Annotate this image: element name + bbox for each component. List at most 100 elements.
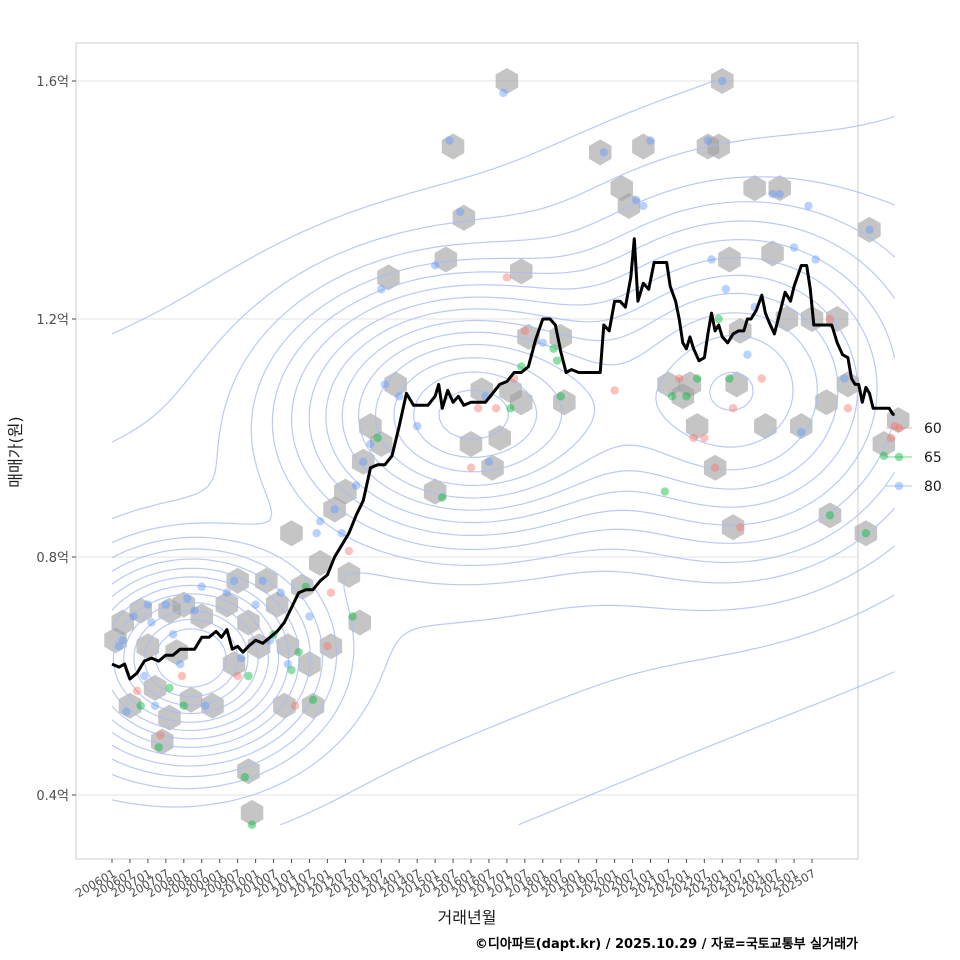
data-point-80 [484,457,494,466]
hexbin [237,758,260,785]
data-point-65 [667,392,677,401]
data-point-65 [549,344,558,353]
data-point-60 [675,374,684,383]
data-point-65 [517,362,526,371]
hexbin [118,692,142,719]
caption: ©디아파트(dapt.kr) / 2025.10.29 / 자료=국토교통부 실… [475,936,858,952]
plot-panel [75,42,910,860]
data-point-80 [197,582,206,591]
hexbin [768,175,791,202]
data-point-60 [710,463,720,472]
data-point-80 [395,392,404,401]
hexbin [370,431,393,457]
data-point-80 [797,427,806,437]
hexbin [678,371,702,398]
hexbin [488,425,511,451]
data-point-80 [190,606,199,615]
hexbin [754,413,777,440]
data-point-80 [631,195,641,205]
data-point-65 [725,374,734,383]
data-point-80 [430,261,440,270]
data-point-60 [466,463,476,472]
data-point-80 [789,243,799,252]
data-point-80 [366,439,375,449]
data-point-60 [290,701,300,710]
data-point-80 [377,285,386,294]
data-point-60 [520,326,530,336]
data-point-80 [229,576,239,585]
data-point-65 [682,392,691,401]
data-point-80 [168,630,178,639]
hexbin [510,258,533,285]
hexbin [481,454,504,481]
hexbin [459,431,483,457]
data-point-60 [344,546,354,556]
data-point-65 [660,487,670,496]
data-point-65 [438,493,447,502]
data-point-80 [639,201,648,211]
data-point-80 [707,255,716,264]
hexbin [237,609,260,636]
data-point-80 [359,457,368,466]
data-point-60 [156,731,165,740]
legend-key-dot [894,481,904,491]
data-point-60 [886,433,896,443]
data-point-65 [552,356,562,365]
hexbin [222,651,246,678]
data-point-80 [122,707,131,716]
data-point-80 [330,505,339,514]
data-point-80 [337,529,346,538]
data-point-60 [890,421,899,431]
hexbin [790,413,813,440]
data-point-65 [556,392,565,401]
data-point-80 [743,350,752,359]
density-contour [111,176,895,808]
hexbin [441,133,465,160]
data-point-80 [251,600,260,609]
data-point-80 [718,76,727,86]
hexbin [240,799,264,826]
hexbin [143,674,167,701]
hexbin [215,591,239,618]
hexbin [434,246,458,273]
data-point-60 [843,404,853,413]
data-point-80 [183,594,192,603]
data-point-80 [114,642,124,651]
data-point-65 [879,451,889,461]
data-point-80 [312,529,321,538]
density-contour [112,334,794,723]
data-point-80 [222,588,232,597]
y-axis-ticks: 0.4억 0.8억 1.2억 1.6억 [36,75,76,804]
data-point-65 [308,695,318,704]
data-point-80 [129,612,138,621]
data-point-80 [456,207,465,217]
legend: 60 65 80 [886,421,942,495]
data-point-65 [287,665,296,675]
data-point-60 [473,404,483,413]
hexbin [617,193,641,219]
data-point-65 [825,511,835,520]
density-contour [111,292,839,740]
data-point-80 [143,600,153,609]
data-point-80 [237,653,246,663]
data-point-60 [689,433,698,443]
data-point-65 [692,374,702,383]
data-point-80 [768,189,777,199]
hexbin [452,204,476,231]
data-point-80 [283,659,293,669]
density-contour [111,239,896,767]
data-point-80 [258,576,267,585]
density-contour [111,257,878,757]
density-contour [155,628,227,688]
data-point-80 [599,148,609,157]
data-point-65 [165,683,174,693]
hexbin [323,496,346,523]
hexbin [179,686,203,713]
data-point-60 [177,671,187,681]
hexbin [470,377,493,404]
hexbin [632,133,655,160]
data-point-80 [161,600,171,609]
data-point-80 [703,136,713,145]
legend-key-dot [894,423,904,433]
